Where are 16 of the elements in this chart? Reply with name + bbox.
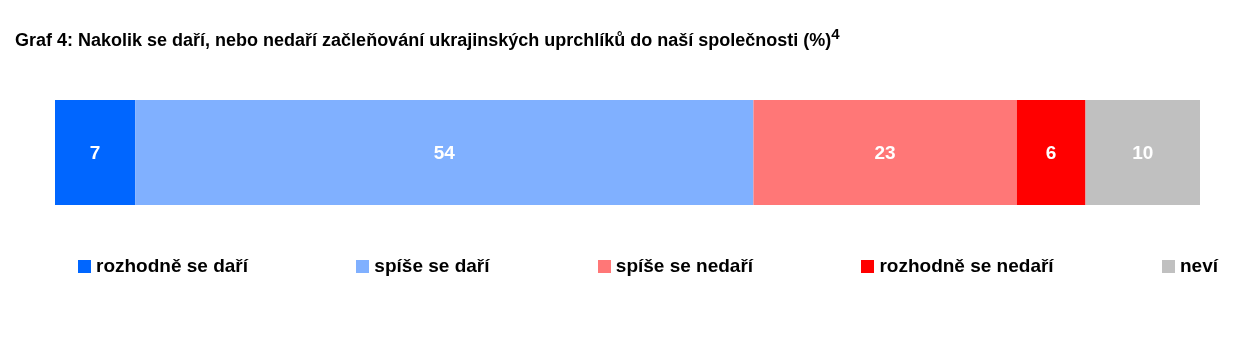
legend-label: rozhodně se daří xyxy=(96,255,249,277)
bar xyxy=(753,100,1017,205)
legend-label: neví xyxy=(1179,255,1218,277)
data-label: 6 xyxy=(1045,142,1057,164)
data-label: 54 xyxy=(433,142,456,164)
legend-label: rozhodně se nedaří xyxy=(879,255,1054,277)
data-label: 7 xyxy=(89,142,101,164)
bar xyxy=(1085,100,1200,205)
data-label: 10 xyxy=(1132,142,1154,164)
bar xyxy=(135,100,754,205)
data-label: 23 xyxy=(874,142,896,164)
bar xyxy=(55,100,136,205)
legend-label: spíše se nedaří xyxy=(615,255,754,277)
legend-label: spíše se daří xyxy=(374,255,490,277)
bar xyxy=(1016,100,1086,205)
chart-title: Graf 4: Nakolik se daří, nebo nedaří začleňování ukrajinských uprchlíků do naší společnosti (%)$^{4}$ xyxy=(15,25,841,52)
